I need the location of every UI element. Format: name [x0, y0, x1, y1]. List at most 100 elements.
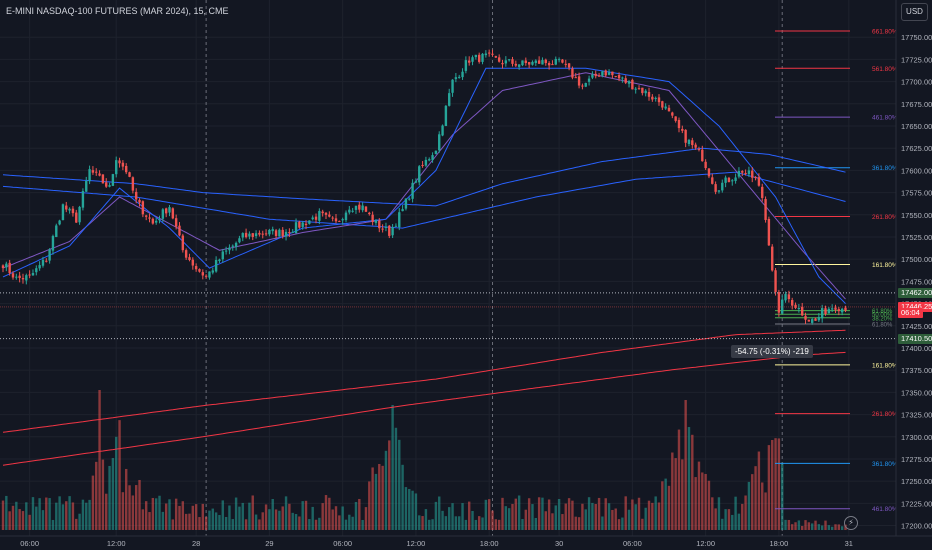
volume-bar: [661, 481, 664, 530]
volume-bar: [45, 497, 48, 530]
volume-bar: [118, 420, 121, 530]
candle-body: [594, 73, 597, 77]
volume-bar: [627, 509, 631, 530]
volume-bar: [794, 522, 797, 530]
volume-bar: [651, 502, 654, 530]
candle-body: [221, 251, 224, 260]
candle-body: [834, 307, 837, 310]
volume-bar: [318, 517, 321, 530]
fib-level-label: 561.80%: [872, 66, 898, 73]
volume-bar: [671, 452, 674, 530]
candle-body: [797, 307, 801, 309]
candle-body: [374, 220, 378, 223]
volume-bar: [551, 513, 554, 530]
candle-body: [158, 219, 161, 221]
candle-body: [211, 270, 214, 273]
candle-body: [677, 119, 681, 129]
candle-body: [311, 217, 314, 220]
candle-body: [65, 205, 68, 210]
volume-bar: [271, 498, 274, 530]
volume-bar: [657, 502, 661, 530]
volume-bar: [398, 439, 401, 530]
volume-bar: [494, 519, 498, 530]
volume-bar: [75, 518, 78, 530]
time-axis[interactable]: 06:00 12:00 28 29 06:00 12:00 18:00 30 06:00 12:0…: [0, 535, 932, 550]
candle-body: [537, 60, 541, 64]
candle-body: [817, 317, 821, 321]
volume-bar: [617, 519, 621, 530]
candle-body: [321, 211, 324, 214]
candle-body: [411, 182, 414, 199]
volume-bar: [338, 515, 341, 530]
candle-body: [141, 201, 145, 215]
volume-bar: [637, 497, 641, 530]
volume-bar: [504, 506, 508, 530]
price-tick-label: 17525.00: [901, 233, 932, 242]
candle-body: [477, 54, 481, 62]
candle-body: [431, 155, 434, 160]
candle-body: [781, 299, 784, 314]
volume-bar: [757, 451, 761, 530]
candle-body: [231, 245, 234, 247]
candle-body: [48, 249, 51, 261]
volume-bar: [181, 501, 185, 530]
candle-body: [664, 106, 667, 109]
candle-body: [244, 232, 248, 238]
candle-body: [557, 59, 561, 61]
candle-body: [314, 216, 318, 220]
candle-body: [391, 227, 394, 236]
volume-bar: [158, 495, 161, 530]
volume-bar: [537, 497, 541, 530]
volume-bar: [727, 509, 731, 530]
volume-bar: [171, 519, 175, 530]
candle-body: [298, 221, 301, 228]
currency-button[interactable]: USD: [901, 3, 928, 21]
fib-level-label: 38.20%: [872, 316, 893, 322]
candle-body: [51, 236, 55, 251]
candle-body: [561, 59, 564, 63]
candle-body: [661, 101, 664, 108]
volume-bar: [321, 503, 324, 530]
price-tag-timer: 06:04: [898, 307, 923, 318]
candle-body: [371, 214, 374, 222]
candle-body: [178, 225, 181, 236]
lightning-icon[interactable]: ⚡: [844, 516, 858, 530]
candle-body: [291, 231, 294, 233]
price-axis[interactable]: 17200.00 17225.00 17250.00 17275.00 17300.00…: [895, 0, 932, 550]
volume-bar: [594, 503, 597, 530]
price-tick-label: 17550.00: [901, 211, 932, 220]
candle-body: [697, 148, 701, 150]
volume-bar: [541, 497, 544, 530]
price-tick-label: 17750.00: [901, 33, 932, 42]
candle-body: [31, 273, 35, 276]
volume-bar: [248, 502, 251, 530]
volume-bar: [684, 400, 687, 530]
candle-body: [577, 76, 581, 86]
candle-body: [254, 233, 258, 237]
volume-bar: [258, 519, 261, 530]
candle-body: [364, 206, 368, 212]
price-tag-dotted: 17410.50: [898, 333, 932, 344]
volume-bar: [634, 504, 637, 530]
fib-level-label: 50.00%: [872, 313, 893, 319]
candle-body: [188, 257, 191, 261]
volume-bar: [238, 506, 241, 530]
time-tick-label: 29: [265, 539, 273, 548]
candle-body: [78, 206, 81, 223]
candle-body: [601, 71, 604, 76]
candle-body: [18, 275, 21, 278]
candle-body: [228, 247, 231, 251]
candle-body: [674, 116, 677, 121]
volume-bar: [214, 512, 218, 530]
candle-body: [421, 164, 424, 166]
candle-body: [721, 182, 724, 191]
candle-body: [101, 174, 105, 184]
candle-body: [125, 165, 128, 173]
volume-bar: [251, 495, 254, 530]
volume-bar: [201, 503, 204, 530]
candle-body: [88, 169, 91, 182]
volume-bar: [624, 496, 627, 530]
volume-bar: [687, 427, 691, 530]
candle-body: [624, 78, 627, 83]
